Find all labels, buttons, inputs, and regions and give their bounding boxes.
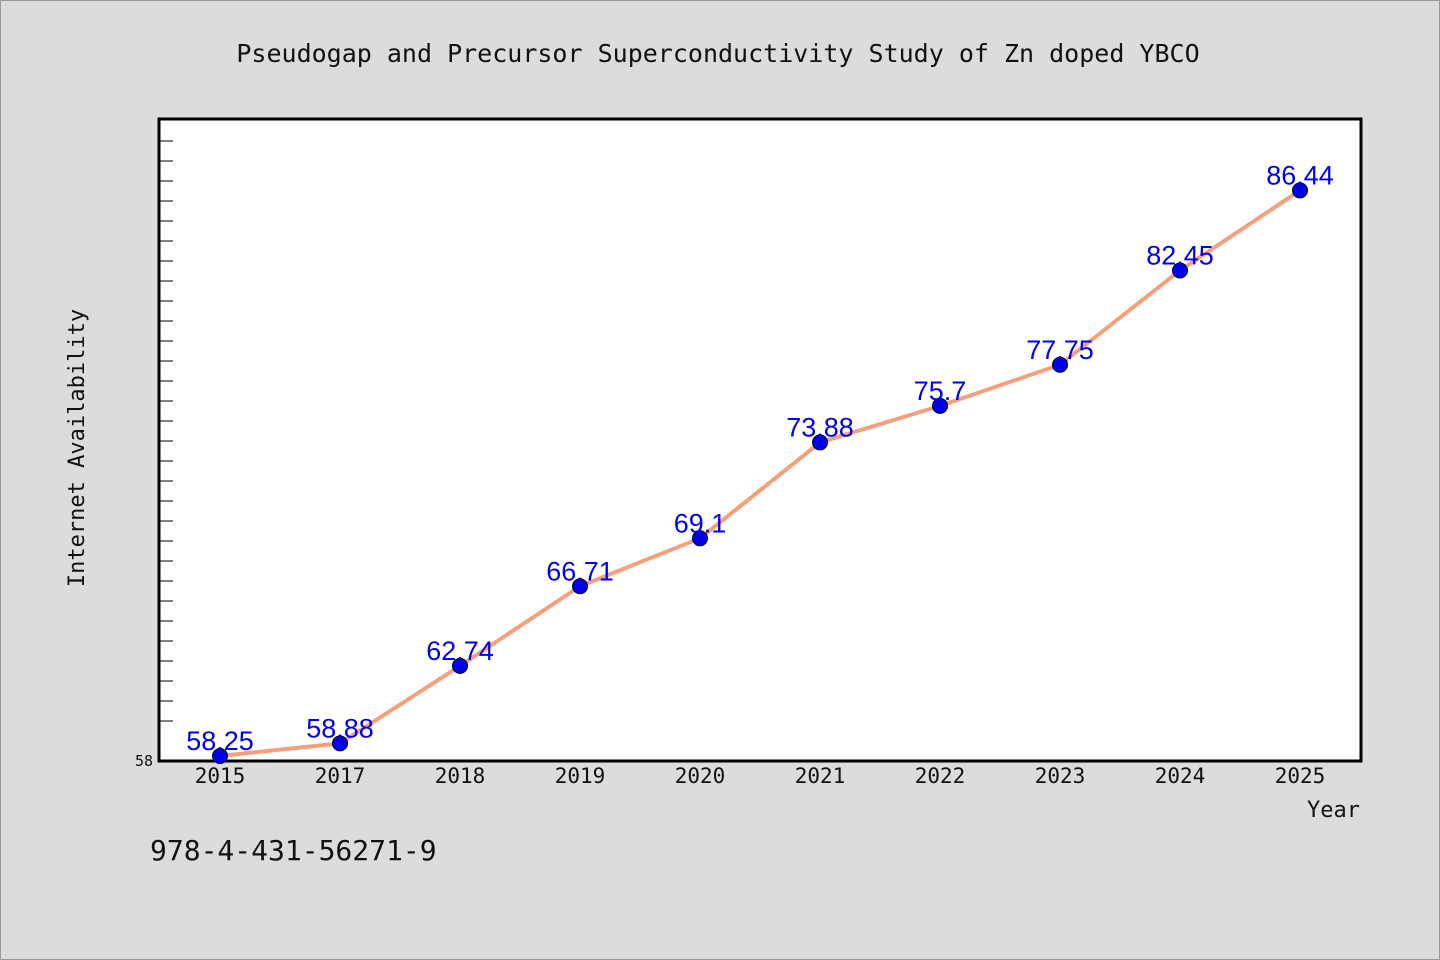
data-point: [692, 530, 708, 547]
data-point: [1052, 356, 1068, 373]
data-point: [572, 578, 588, 595]
x-tick-label: 2015: [195, 764, 246, 788]
y-axis-ticks: [159, 140, 173, 722]
x-tick-label: 2024: [1155, 764, 1206, 788]
data-label: 69.1: [674, 508, 727, 538]
x-tick-label: 2017: [315, 764, 366, 788]
plot-area: [157, 117, 1363, 763]
data-label: 58.25: [186, 726, 254, 756]
data-label: 75.7: [914, 376, 967, 406]
x-axis-label: Year: [1307, 798, 1360, 823]
data-point: [812, 434, 828, 451]
data-point: [452, 657, 468, 674]
y-axis-label: Internet Availability: [65, 309, 90, 587]
data-label: 62.74: [426, 636, 494, 666]
data-point: [1292, 182, 1308, 199]
data-point: [932, 397, 948, 414]
series-line: [218, 188, 1302, 758]
data-point: [1172, 262, 1188, 279]
x-tick-label: 2021: [795, 764, 846, 788]
x-tick-label: 2023: [1035, 764, 1086, 788]
data-point: [212, 747, 228, 764]
x-tick-label: 2018: [435, 764, 486, 788]
x-axis-tick-labels: 2015 2017 2018 2019 2020 2021 2022 2023 2024 2025: [195, 764, 1326, 788]
data-label: 58.88: [306, 713, 374, 743]
data-label: 82.45: [1146, 240, 1214, 270]
data-label: 86.44: [1266, 160, 1334, 190]
chart-title: Pseudogap and Precursor Superconductivit…: [236, 39, 1199, 68]
x-tick-label: 2025: [1275, 764, 1326, 788]
x-tick-label: 2022: [915, 764, 966, 788]
y-axis-tick-labels: 58: [135, 752, 153, 770]
x-tick-label: 2020: [675, 764, 726, 788]
footer-code: 978-4-431-56271-9: [150, 834, 437, 867]
data-label: 77.75: [1026, 335, 1094, 365]
data-label: 73.88: [786, 412, 854, 442]
data-point: [332, 735, 348, 752]
y-tick-label: 58: [135, 752, 153, 770]
data-label: 66.71: [546, 556, 614, 586]
x-tick-label: 2019: [555, 764, 606, 788]
series-layer: 58.25 58.88 62.74 66.71 69.1 73.88 75.7 77.75 82…: [186, 160, 1334, 764]
